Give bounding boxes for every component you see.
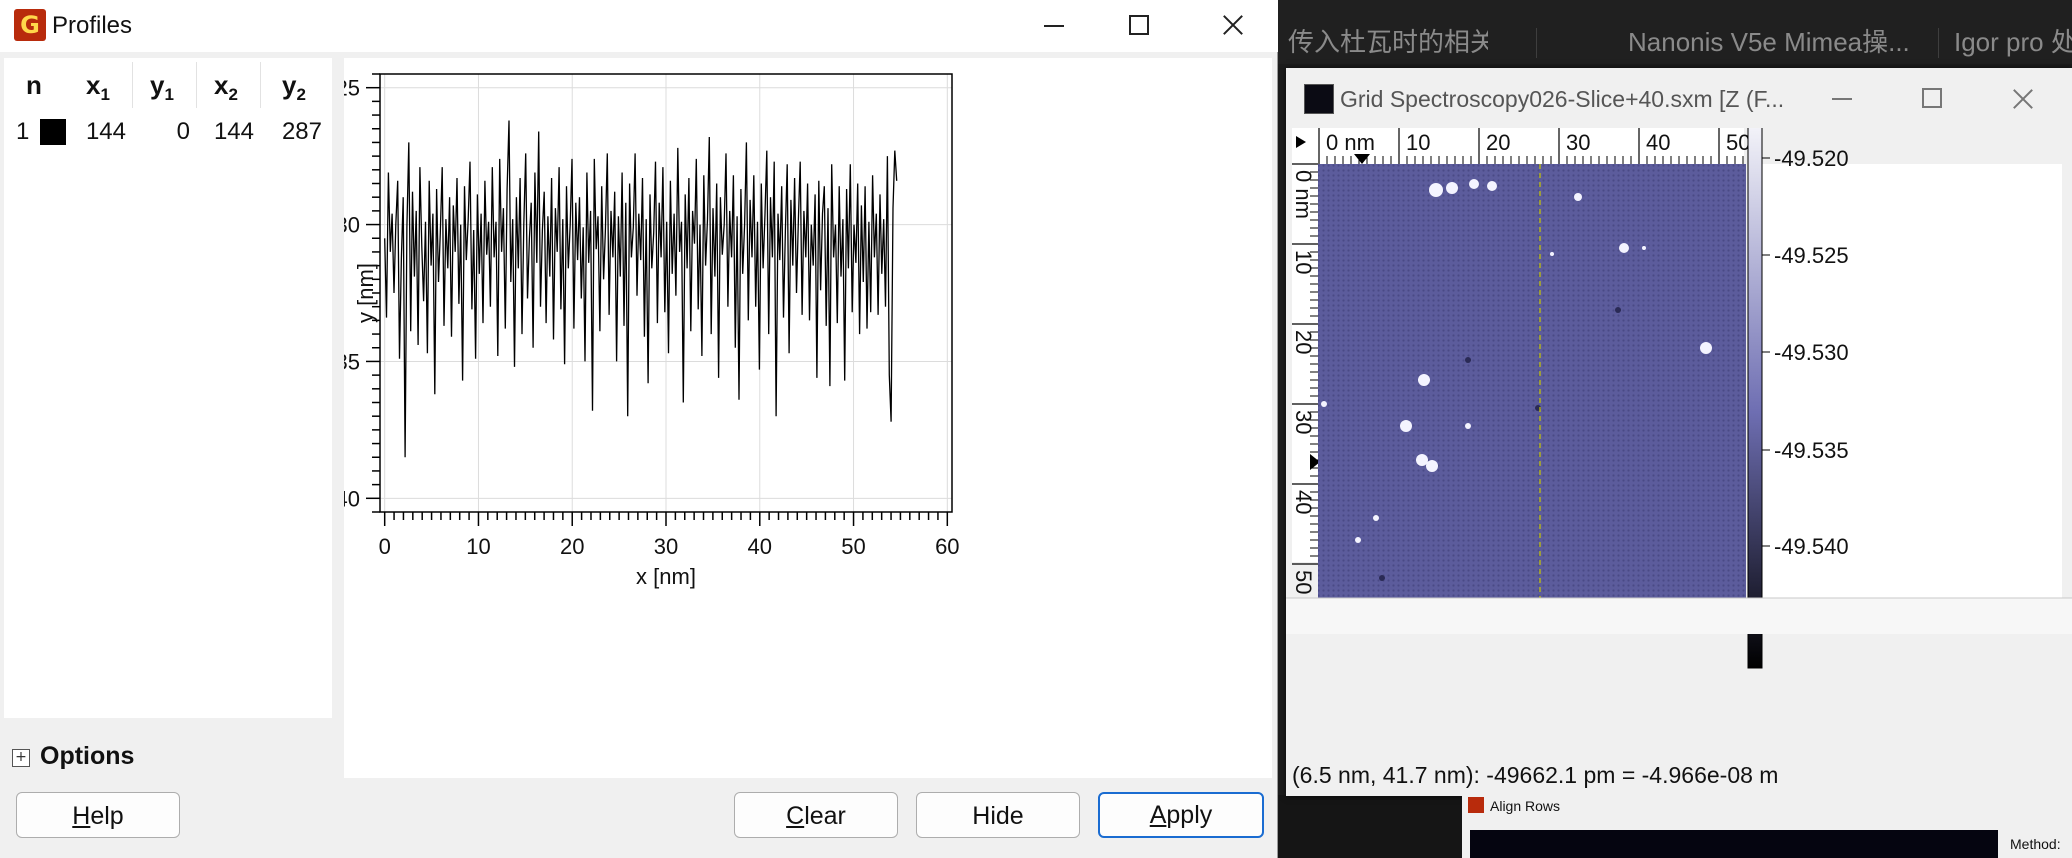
browser-tab[interactable]: Nanonis V5e Mimea操... <box>1628 22 1910 66</box>
stm-image <box>1318 164 1746 598</box>
x-tick-label: 60 <box>935 534 959 559</box>
minimize-button[interactable] <box>1024 8 1080 44</box>
x-ruler-label: 0 nm <box>1326 130 1375 155</box>
x-tick-label: 40 <box>748 534 772 559</box>
column-header-x1[interactable]: x1 <box>86 70 110 105</box>
y-tick-label: -49.525 <box>344 76 360 101</box>
defect-spot <box>1615 307 1621 313</box>
cell-x2[interactable]: 144 <box>208 118 254 146</box>
colorbar-panel <box>1748 164 2062 598</box>
column-header-y1[interactable]: y1 <box>150 70 174 105</box>
adatom-spot <box>1429 183 1443 197</box>
hide-button[interactable]: Hide <box>916 792 1080 838</box>
apply-button[interactable]: Apply <box>1098 792 1264 838</box>
column-header-x2[interactable]: x2 <box>214 70 238 105</box>
adatom-spot <box>1418 374 1430 386</box>
colorbar-label: -49.525 <box>1774 243 1849 268</box>
x-ruler-label: 10 <box>1406 130 1430 155</box>
tab-separator <box>1536 28 1537 58</box>
x-ruler-label: 30 <box>1566 130 1590 155</box>
browser-tab[interactable]: 传入杜瓦时的相关操作 <box>1288 22 1488 66</box>
x-ruler-label: 20 <box>1486 130 1510 155</box>
adatom-spot <box>1446 182 1458 194</box>
colorbar <box>1748 128 1762 668</box>
adatom-spot <box>1469 179 1479 189</box>
cell-y2[interactable]: 287 <box>276 118 322 146</box>
adatom-spot <box>1321 401 1327 407</box>
window-title: Align Rows <box>1490 798 1560 814</box>
window-title: Profiles <box>52 12 132 40</box>
profile-graph[interactable]: 0 10 20 30 40 50 60 -49.525 -49.530 -49.535 -49.54… <box>344 58 1272 778</box>
gwyddion-app-icon <box>1468 797 1484 813</box>
clear-button[interactable]: Clear <box>734 792 898 838</box>
data-thumbnail-icon <box>1304 84 1334 114</box>
profile-series-line <box>385 121 897 458</box>
defect-spot <box>1465 357 1471 363</box>
adatom-spot <box>1574 193 1582 201</box>
profile-table[interactable] <box>4 58 332 718</box>
cell-y1[interactable]: 0 <box>150 118 190 146</box>
gwyddion-app-icon: G <box>14 9 46 41</box>
window-title: Grid Spectroscopy026-Slice+40.sxm [Z (F.… <box>1340 86 1784 113</box>
tab-separator <box>1938 28 1939 58</box>
help-button[interactable]: Help <box>16 792 180 838</box>
y-ruler-label: 10 <box>1291 250 1316 274</box>
y-ruler-label: 50 <box>1291 570 1316 594</box>
preview-image <box>1470 830 1998 858</box>
adatom-spot <box>1465 423 1471 429</box>
close-button[interactable] <box>1998 80 2048 118</box>
adatom-spot <box>1700 342 1712 354</box>
defect-spot <box>1379 575 1385 581</box>
cell-x1[interactable]: 144 <box>82 118 126 146</box>
x-ruler-label: 40 <box>1646 130 1670 155</box>
row-index[interactable]: 1 <box>16 118 29 146</box>
y-tick-label: -49.530 <box>344 213 360 238</box>
profile-color-swatch[interactable] <box>40 119 66 145</box>
colorbar-label: -49.540 <box>1774 534 1849 559</box>
adatom-spot <box>1550 252 1554 256</box>
column-header-n[interactable]: n <box>26 70 42 101</box>
adatom-spot <box>1487 181 1497 191</box>
y-tick-label: -49.535 <box>344 349 360 374</box>
maximize-button[interactable] <box>1110 8 1166 44</box>
x-axis-label: x [nm] <box>636 564 696 589</box>
y-ruler-label: 40 <box>1291 490 1316 514</box>
adatom-spot <box>1619 243 1629 253</box>
y-tick-label: -49.540 <box>344 486 360 511</box>
adatom-spot <box>1642 246 1646 250</box>
x-ruler-label: 50 <box>1726 130 1750 155</box>
y-ruler-label: 20 <box>1291 330 1316 354</box>
y-ruler-label: 30 <box>1291 410 1316 434</box>
expand-icon[interactable]: + <box>12 749 30 767</box>
adatom-spot <box>1355 537 1361 543</box>
adatom-spot <box>1426 460 1438 472</box>
colorbar-label: -49.520 <box>1774 146 1849 171</box>
column-header-y2[interactable]: y2 <box>282 70 306 105</box>
x-tick-label: 30 <box>654 534 678 559</box>
minimize-button[interactable] <box>1816 80 1866 118</box>
browser-tab[interactable]: Igor pro 处 <box>1954 22 2072 66</box>
colorbar-label: -49.535 <box>1774 438 1849 463</box>
method-label: Method: <box>2010 836 2061 852</box>
profiles-titlebar[interactable] <box>0 0 1278 52</box>
x-tick-label: 0 <box>379 534 391 559</box>
x-tick-label: 50 <box>841 534 865 559</box>
maximize-button[interactable] <box>1906 80 1956 118</box>
adatom-spot <box>1400 420 1412 432</box>
status-bar-bg <box>1286 598 2072 634</box>
x-tick-label: 20 <box>560 534 584 559</box>
x-tick-label: 10 <box>466 534 490 559</box>
close-button[interactable] <box>1204 8 1260 44</box>
adatom-spot <box>1373 515 1379 521</box>
colorbar-label: -49.530 <box>1774 340 1849 365</box>
y-axis-label: y [nm] <box>353 263 378 323</box>
status-bar: (6.5 nm, 41.7 nm): -49662.1 pm = -4.966e… <box>1292 762 1778 789</box>
options-expander[interactable]: Options <box>40 742 134 771</box>
adatom-spot <box>1416 454 1428 466</box>
